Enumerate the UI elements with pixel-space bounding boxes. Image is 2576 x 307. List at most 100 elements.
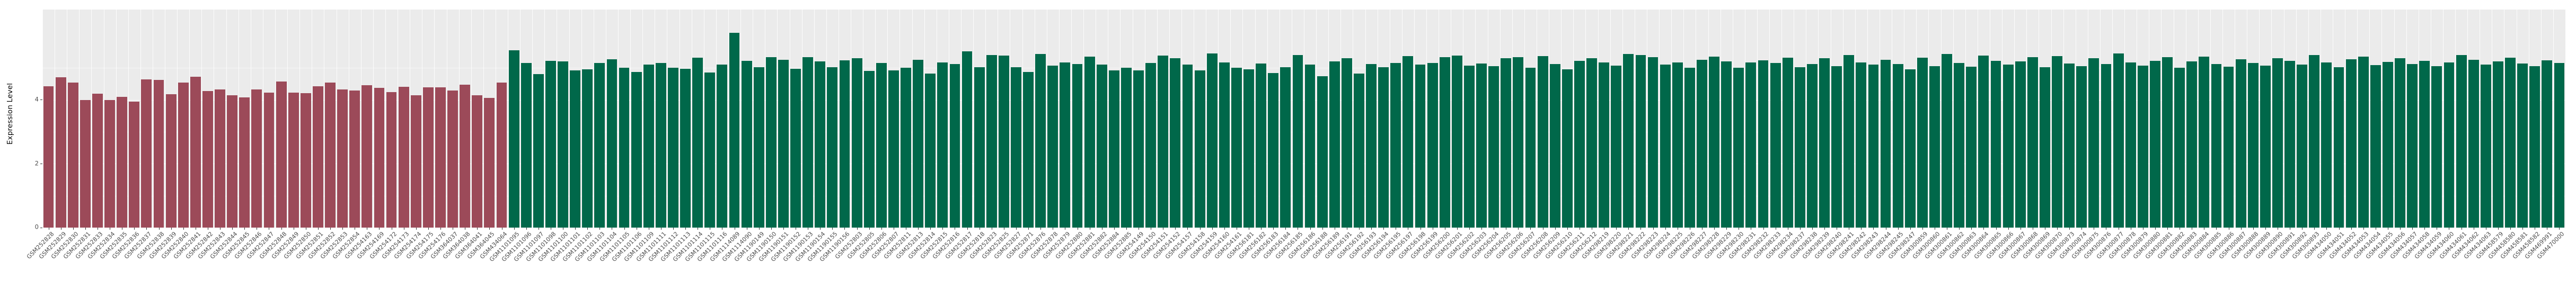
bar[interactable] (1304, 65, 1316, 228)
bar[interactable] (1966, 66, 1977, 228)
bar[interactable] (1697, 60, 1707, 228)
bar[interactable] (1868, 64, 1879, 228)
bar[interactable] (2333, 67, 2344, 228)
bar[interactable] (1280, 67, 1291, 228)
bar[interactable] (668, 68, 678, 228)
bar[interactable] (655, 63, 666, 228)
bar[interactable] (484, 97, 495, 228)
bar[interactable] (422, 87, 434, 228)
bar[interactable] (2468, 59, 2479, 228)
bar[interactable] (276, 82, 287, 228)
bar[interactable] (1892, 64, 1903, 228)
bar[interactable] (2529, 66, 2540, 228)
bar[interactable] (521, 63, 532, 228)
bar[interactable] (717, 64, 728, 228)
bar[interactable] (1182, 64, 1193, 228)
bar[interactable] (1721, 61, 1732, 228)
bar[interactable] (1904, 69, 1916, 228)
bar[interactable] (1231, 68, 1242, 228)
bar[interactable] (508, 50, 519, 228)
bar[interactable] (606, 59, 617, 228)
bar[interactable] (2052, 56, 2062, 228)
bar[interactable] (1292, 55, 1303, 228)
bar[interactable] (533, 74, 544, 228)
bar[interactable] (2247, 62, 2259, 228)
bar[interactable] (1684, 68, 1695, 228)
bar[interactable] (153, 79, 164, 228)
bar[interactable] (2542, 60, 2553, 228)
bar[interactable] (447, 91, 458, 228)
bar[interactable] (2088, 58, 2099, 228)
bar[interactable] (1108, 70, 1119, 228)
bar[interactable] (1745, 62, 1757, 228)
bar[interactable] (1917, 58, 1928, 228)
bar[interactable] (631, 71, 642, 228)
bar[interactable] (92, 93, 103, 228)
bar[interactable] (545, 61, 556, 228)
bar[interactable] (1806, 64, 1818, 228)
bar[interactable] (312, 86, 323, 228)
bar[interactable] (827, 67, 838, 228)
bar[interactable] (1770, 63, 1781, 228)
bar[interactable] (1525, 68, 1536, 228)
bar[interactable] (2272, 58, 2283, 228)
bar[interactable] (1194, 70, 1205, 228)
bar[interactable] (790, 69, 801, 228)
bar[interactable] (1635, 55, 1646, 228)
bar[interactable] (1990, 61, 2001, 228)
bar[interactable] (2015, 61, 2026, 228)
bar[interactable] (2174, 68, 2185, 228)
bar[interactable] (435, 87, 446, 228)
bar[interactable] (949, 64, 960, 228)
bar[interactable] (2076, 66, 2087, 228)
bar[interactable] (263, 92, 275, 228)
bar[interactable] (215, 89, 225, 228)
bar[interactable] (1133, 70, 1144, 228)
bar[interactable] (398, 86, 409, 228)
bar[interactable] (2186, 61, 2198, 228)
bar[interactable] (361, 85, 373, 228)
bar[interactable] (1794, 67, 1805, 228)
bar[interactable] (974, 67, 985, 228)
bar[interactable] (741, 60, 752, 228)
bar[interactable] (643, 65, 654, 228)
bar[interactable] (2358, 56, 2369, 228)
bar[interactable] (1047, 66, 1058, 228)
bar[interactable] (2101, 64, 2112, 228)
bar[interactable] (1451, 56, 1462, 228)
bar[interactable] (839, 60, 850, 228)
bar[interactable] (1268, 73, 1279, 228)
bar[interactable] (1672, 62, 1683, 228)
bar[interactable] (129, 102, 140, 228)
bar[interactable] (2125, 62, 2136, 228)
bar[interactable] (374, 87, 385, 228)
bar[interactable] (1599, 62, 1610, 228)
bar[interactable] (1329, 61, 1340, 228)
bar[interactable] (1402, 56, 1414, 228)
bar[interactable] (1709, 57, 1719, 228)
bar[interactable] (2113, 53, 2124, 228)
bar[interactable] (2064, 63, 2075, 228)
bar[interactable] (765, 57, 777, 228)
bar[interactable] (1549, 64, 1560, 228)
bar[interactable] (55, 77, 66, 228)
bar[interactable] (2517, 63, 2528, 228)
bar[interactable] (1023, 71, 1034, 228)
bar[interactable] (2383, 61, 2393, 228)
bar[interactable] (1623, 53, 1634, 228)
bar[interactable] (337, 89, 348, 228)
bar[interactable] (1366, 64, 1377, 228)
bar[interactable] (2456, 55, 2467, 228)
bar[interactable] (778, 59, 789, 228)
bar[interactable] (2321, 62, 2332, 228)
bar[interactable] (239, 97, 250, 228)
bar[interactable] (2284, 61, 2296, 228)
bar[interactable] (925, 74, 936, 228)
bar[interactable] (619, 67, 630, 228)
bar[interactable] (2162, 57, 2173, 228)
bar[interactable] (2027, 57, 2038, 228)
bar[interactable] (1562, 69, 1573, 228)
bar[interactable] (1501, 58, 1512, 228)
bar[interactable] (1243, 69, 1254, 228)
bar[interactable] (1758, 60, 1769, 228)
